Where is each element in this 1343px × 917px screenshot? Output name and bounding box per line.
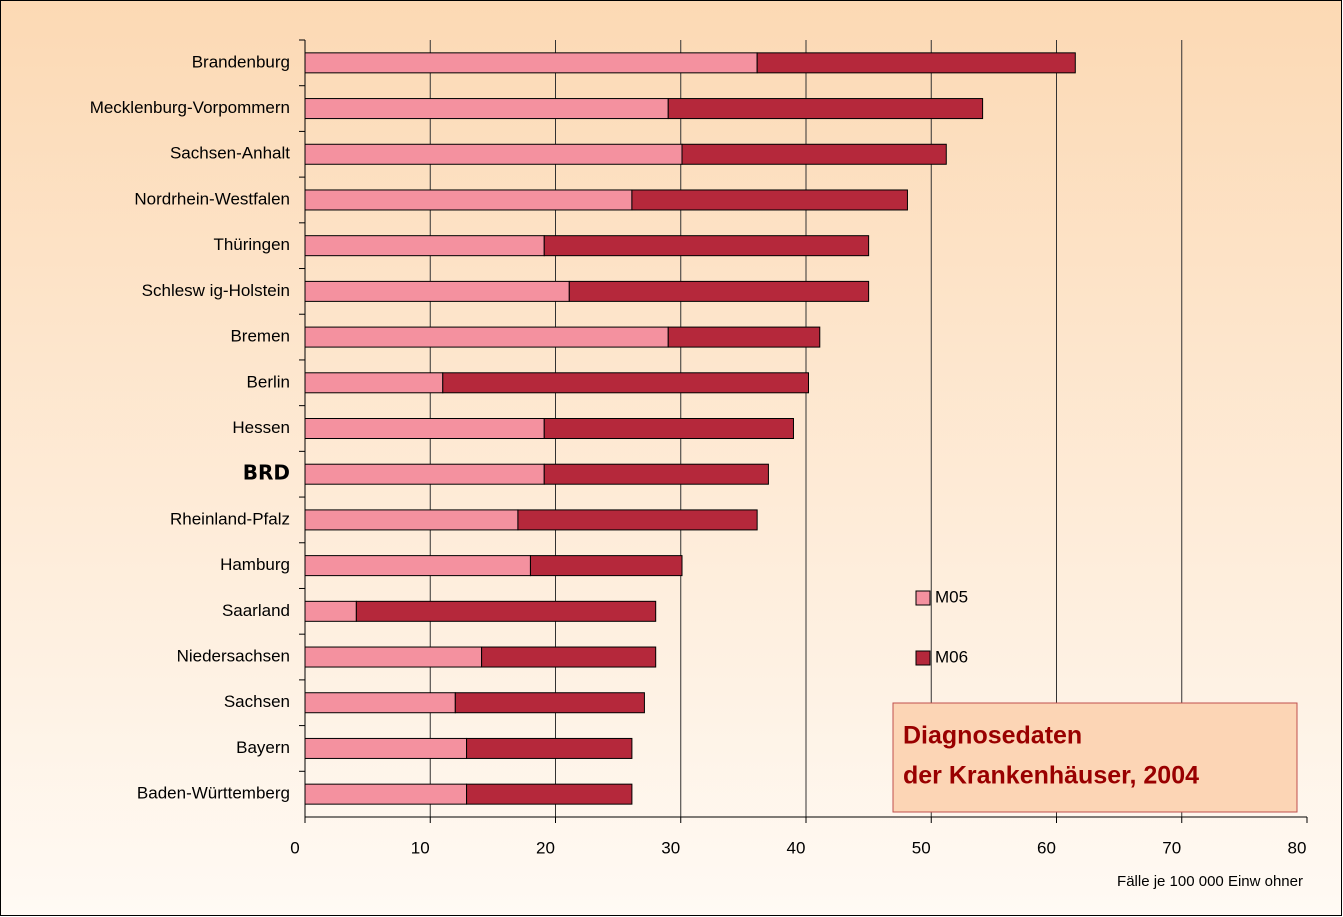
chart-title: Diagnosedaten	[903, 722, 1082, 750]
x-tick-label: 40	[787, 838, 806, 857]
bar-segment	[568, 280, 870, 302]
bar-segment	[304, 509, 519, 531]
bar-segment	[304, 280, 570, 302]
bar-segment	[304, 646, 483, 668]
x-tick-label: 10	[411, 838, 430, 857]
bar-segment	[543, 418, 794, 439]
bar-segment	[517, 509, 758, 531]
bar-segment	[631, 189, 908, 211]
bar-segment	[304, 235, 545, 257]
x-tick-label: 70	[1162, 838, 1181, 857]
y-tick-label: Saarland	[222, 601, 290, 620]
x-tick-label: 50	[912, 838, 931, 857]
x-tick-label: 80	[1288, 838, 1307, 857]
y-tick-label: Bayern	[236, 738, 290, 757]
bar-segment	[304, 555, 531, 577]
y-tick-label: Hessen	[232, 418, 290, 437]
y-tick-label: Nordrhein-Westfalen	[134, 189, 290, 208]
bar-segment	[304, 692, 456, 714]
bar-segment	[454, 692, 645, 714]
legend-label: M06	[935, 647, 968, 666]
bar-segment	[304, 189, 633, 211]
title-box	[892, 702, 1298, 813]
bar-segment	[756, 52, 1076, 74]
bar-segment	[304, 143, 683, 165]
bar-segment	[304, 463, 545, 485]
bar-segment	[681, 143, 947, 165]
x-tick-label: 0	[290, 838, 299, 857]
bar-segment	[304, 52, 758, 74]
y-tick-label: Brandenburg	[192, 52, 290, 71]
bar-segment	[304, 326, 669, 348]
y-tick-label: Rheinland-Pfalz	[170, 509, 290, 528]
bar-segment	[667, 98, 984, 120]
bar-segment	[355, 600, 657, 622]
legend-swatch	[915, 650, 931, 666]
y-tick-label: Sachsen-Anhalt	[170, 144, 290, 163]
bar-segment	[529, 555, 683, 577]
y-tick-label: Bremen	[230, 327, 290, 346]
y-tick-label: Schlesw ig-Holstein	[142, 281, 290, 300]
y-tick-label: BRD	[243, 461, 290, 485]
y-tick-label: Niedersachsen	[177, 647, 290, 666]
y-tick-label: Hamburg	[220, 555, 290, 574]
legend-swatch	[915, 590, 931, 606]
y-tick-label: Baden-Württemberg	[137, 784, 290, 803]
y-tick-label: Sachsen	[224, 692, 290, 711]
bar-segment	[466, 737, 633, 759]
x-tick-label: 20	[536, 838, 555, 857]
x-axis-label: Fälle je 100 000 Einw ohner	[1117, 873, 1303, 890]
y-tick-label: Berlin	[247, 372, 290, 391]
bar-segment	[442, 372, 810, 394]
bar-segment	[304, 737, 468, 759]
bar-segment	[304, 418, 545, 439]
y-tick-label: Thüringen	[213, 235, 290, 254]
bar-segment	[667, 326, 821, 348]
chart-title: der Krankenhäuser, 2004	[903, 762, 1199, 790]
bar-segment	[543, 463, 769, 485]
legend-label: M05	[935, 587, 968, 606]
bar-segment	[304, 98, 669, 120]
bar-segment	[466, 783, 633, 805]
bar-segment	[481, 646, 657, 668]
bar-segment	[304, 372, 444, 394]
y-tick-label: Mecklenburg-Vorpommern	[90, 98, 290, 117]
x-tick-label: 30	[661, 838, 680, 857]
x-tick-label: 60	[1037, 838, 1056, 857]
bar-segment	[304, 600, 357, 622]
bar-segment	[543, 235, 870, 257]
bar-segment	[304, 783, 468, 805]
